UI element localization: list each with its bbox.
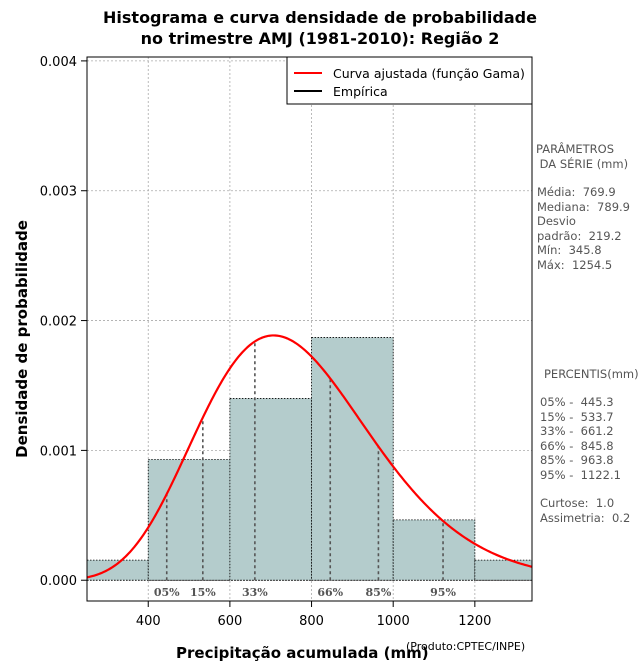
stat-line: Mediana: 789.9 bbox=[537, 199, 630, 214]
histogram-bar bbox=[392, 519, 476, 581]
percentil-line: 66% - 845.8 bbox=[540, 438, 614, 453]
x-tick-label: 400 bbox=[136, 614, 161, 629]
stat-line: Média: 769.9 bbox=[537, 185, 616, 199]
percentile-marker-label: 33% bbox=[242, 586, 268, 599]
x-tick-label: 600 bbox=[217, 614, 242, 629]
skewness-line: Assimetria: 0.2 bbox=[540, 510, 631, 525]
chart-title-line-1: Histograma e curva densidade de probabil… bbox=[103, 8, 537, 27]
axes: 400 600 800 1000 1200 0.000 0.001 0.002 0.003 0.0… bbox=[40, 55, 492, 629]
y-tick-label: 0.000 bbox=[40, 574, 77, 589]
y-axis-label: Densidade de probabilidade bbox=[13, 220, 31, 458]
histogram-bar bbox=[147, 459, 231, 581]
x-tick-label: 1000 bbox=[377, 614, 410, 629]
percentile-marker-label: 15% bbox=[190, 586, 216, 599]
y-tick-label: 0.003 bbox=[40, 185, 77, 200]
legend-label: Curva ajustada (função Gama) bbox=[333, 66, 525, 81]
params-heading: PARÂMETROS DA SÉRIE (mm) bbox=[536, 142, 628, 171]
x-tick-label: 800 bbox=[299, 614, 324, 629]
y-tick-label: 0.004 bbox=[40, 55, 77, 70]
percentil-line: 15% - 533.7 bbox=[540, 409, 614, 424]
stat-line: Máx: 1254.5 bbox=[537, 257, 613, 272]
y-tick-label: 0.001 bbox=[40, 444, 77, 459]
series-stats: Média: 769.9 Mediana: 789.9 Desvio padrã… bbox=[537, 185, 630, 272]
percentile-marker-label: 95% bbox=[430, 586, 456, 599]
x-axis-label: Precipitação acumulada (mm) bbox=[176, 644, 429, 662]
percentil-line: 95% - 1122.1 bbox=[540, 467, 621, 482]
histogram-bar bbox=[229, 398, 312, 581]
y-tick-label: 0.002 bbox=[40, 315, 77, 330]
histogram-bars bbox=[87, 337, 532, 581]
percentile-marker-label: 85% bbox=[366, 586, 392, 599]
percentile-marker-label: 05% bbox=[154, 586, 180, 599]
params-heading-line-1: PARÂMETROS bbox=[536, 142, 615, 156]
percentil-line: 33% - 661.2 bbox=[540, 424, 614, 438]
percentile-marker-label: 66% bbox=[317, 586, 343, 599]
shape-stats: Curtose: 1.0 Assimetria: 0.2 bbox=[540, 496, 630, 525]
x-tick-label: 1200 bbox=[458, 614, 491, 629]
gamma-fit-curve bbox=[87, 334, 532, 579]
params-heading-line-2: DA SÉRIE (mm) bbox=[536, 156, 629, 171]
percentil-line: 05% - 445.3 bbox=[540, 395, 614, 409]
legend: Curva ajustada (função Gama) Empírica bbox=[286, 56, 533, 105]
percentil-line: 85% - 963.8 bbox=[540, 453, 614, 467]
percentile-markers: 05% 15% 33% 66% 85% 95% bbox=[154, 341, 456, 599]
stat-line: Mín: 345.8 bbox=[537, 243, 602, 257]
kurtosis-line: Curtose: 1.0 bbox=[540, 496, 615, 510]
percentis-heading: PERCENTIS(mm) bbox=[544, 367, 639, 381]
stat-line: padrão: 219.2 bbox=[537, 228, 622, 243]
histogram-bar bbox=[474, 559, 532, 581]
legend-label: Empírica bbox=[333, 84, 388, 99]
histogram-bar bbox=[311, 337, 394, 581]
credit-text: (Produto:CPTEC/INPE) bbox=[406, 640, 526, 653]
stat-line: Desvio bbox=[537, 214, 576, 228]
chart-title-line-2: no trimestre AMJ (1981-2010): Região 2 bbox=[140, 29, 500, 48]
legend-box bbox=[286, 56, 533, 105]
percentis-list: 05% - 445.3 15% - 533.7 33% - 661.2 66% … bbox=[540, 395, 621, 482]
